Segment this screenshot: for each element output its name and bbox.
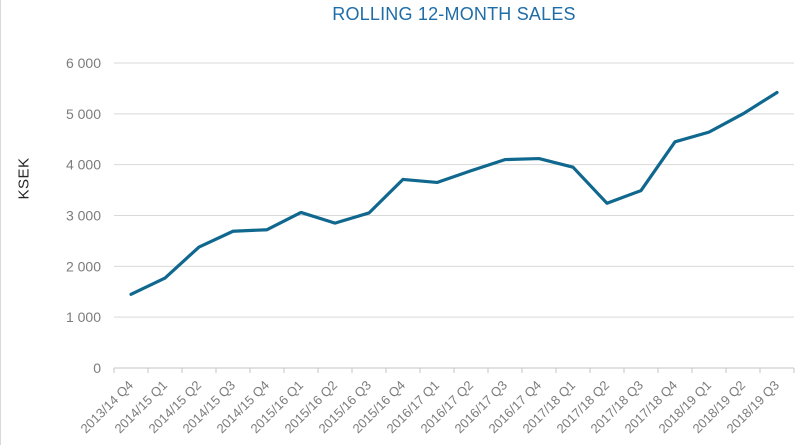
y-tick-label: 2 000 xyxy=(66,258,101,274)
y-tick-label: 1 000 xyxy=(66,309,101,325)
y-tick-label: 6 000 xyxy=(66,55,101,71)
y-tick-label: 5 000 xyxy=(66,106,101,122)
y-tick-label: 3 000 xyxy=(66,208,101,224)
y-tick-label: 4 000 xyxy=(66,157,101,173)
sales-series-line xyxy=(129,90,779,296)
chart-title: ROLLING 12-MONTH SALES xyxy=(332,4,576,24)
y-tick-label: 0 xyxy=(93,360,101,376)
